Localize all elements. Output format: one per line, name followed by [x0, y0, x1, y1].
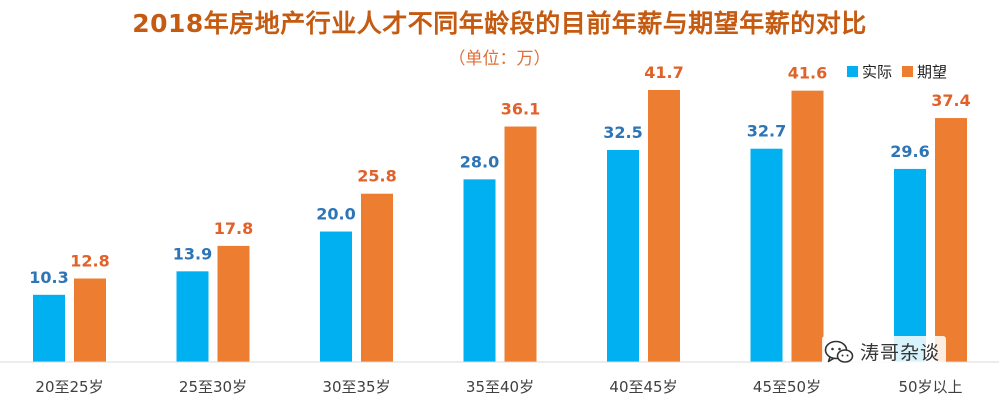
wechat-icon — [824, 340, 854, 363]
legend-swatch-expected — [902, 66, 914, 77]
bar-expected-0 — [74, 278, 106, 362]
chart-title: 2018年房地产行业人才不同年龄段的目前年薪与期望年薪的对比 — [132, 9, 867, 38]
bar-expected-6 — [935, 118, 967, 362]
bar-actual-3 — [463, 179, 496, 362]
value-label-actual-5: 32.7 — [747, 122, 786, 141]
bar-actual-5 — [750, 148, 783, 362]
x-tick-label-2: 30至35岁 — [322, 378, 390, 396]
value-label-expected-6: 37.4 — [931, 91, 970, 110]
bar-actual-1 — [176, 271, 209, 362]
value-label-actual-2: 20.0 — [316, 205, 355, 224]
value-label-actual-6: 29.6 — [890, 142, 929, 161]
bar-expected-3 — [504, 126, 537, 362]
value-label-expected-1: 17.8 — [214, 219, 253, 238]
bar-expected-4 — [648, 90, 680, 362]
legend-label-actual: 实际 — [862, 63, 893, 81]
bar-expected-1 — [217, 245, 250, 362]
bar-actual-0 — [33, 294, 65, 362]
bar-expected-2 — [361, 193, 393, 362]
x-tick-label-6: 50岁以上 — [898, 378, 962, 396]
bars-group — [33, 90, 967, 362]
bar-actual-6 — [894, 168, 926, 362]
legend-swatch-actual — [847, 66, 858, 77]
x-tick-label-1: 25至30岁 — [179, 378, 247, 396]
value-label-expected-0: 12.8 — [70, 252, 109, 271]
x-tick-labels-group: 20至25岁 25至30岁 30至35岁 35至40岁 40至45岁 45至50岁 50岁以… — [35, 378, 962, 396]
watermark-text: 涛哥杂谈 — [860, 342, 941, 364]
value-label-expected-4: 41.7 — [644, 63, 683, 82]
value-label-expected-2: 25.8 — [357, 167, 396, 186]
bar-actual-4 — [607, 150, 639, 362]
x-tick-label-5: 45至50岁 — [753, 378, 821, 396]
legend: 实际 期望 — [847, 61, 957, 82]
x-tick-label-4: 40至45岁 — [609, 378, 677, 396]
value-label-actual-3: 28.0 — [460, 152, 499, 171]
watermark: 涛哥杂谈 — [822, 336, 947, 367]
legend-item-expected: 期望 — [902, 61, 947, 82]
value-label-actual-1: 13.9 — [173, 244, 212, 263]
bar-actual-2 — [320, 231, 352, 362]
bar-expected-5 — [791, 90, 824, 362]
legend-label-expected: 期望 — [917, 63, 948, 81]
value-label-expected-5: 41.6 — [788, 64, 827, 83]
x-tick-label-0: 20至25岁 — [35, 378, 103, 396]
legend-item-actual: 实际 — [847, 61, 892, 82]
chart-subtitle: （单位：万） — [448, 49, 551, 69]
x-tick-label-3: 35至40岁 — [466, 378, 534, 396]
value-label-expected-3: 36.1 — [501, 100, 540, 119]
value-labels-group: 10.312.8 13.917.8 20.025.8 28.0 36.1 32.5 41.7… — [29, 63, 970, 287]
value-label-actual-0: 10.3 — [29, 268, 68, 287]
value-label-actual-4: 32.5 — [603, 123, 642, 142]
